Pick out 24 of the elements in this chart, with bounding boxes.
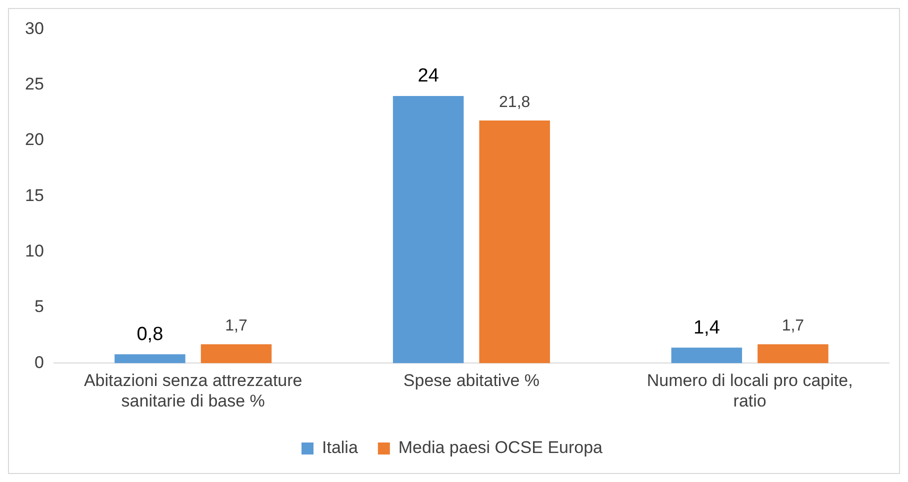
y-tick-label: 15 <box>24 186 44 205</box>
bar <box>758 344 828 364</box>
y-tick-label: 10 <box>24 242 44 261</box>
data-label: 1,7 <box>782 318 804 335</box>
data-label: 0,8 <box>136 324 164 346</box>
y-tick-label: 25 <box>24 74 44 94</box>
bar <box>114 354 186 364</box>
x-tick-label: Abitazioni senza attrezzature sanitarie di base % <box>84 371 302 410</box>
x-tick-label: Spese abitative % <box>403 371 540 390</box>
y-tick-label: 0 <box>34 352 44 372</box>
y-tick-label: 30 <box>24 18 44 38</box>
data-label: 21,8 <box>499 94 530 111</box>
bar <box>200 344 272 364</box>
data-label: 24 <box>418 66 440 87</box>
data-label: 1,4 <box>693 317 720 338</box>
legend-label: Media paesi OCSE Europa <box>398 438 604 458</box>
y-tick-label: 5 <box>34 297 44 316</box>
bar <box>479 120 550 364</box>
y-tick-label: 20 <box>24 130 44 150</box>
legend-label: Italia <box>322 438 358 458</box>
x-tick-label: Numero di locali pro capite, ratio <box>646 371 853 410</box>
bar <box>392 96 464 364</box>
data-label: 1,7 <box>225 318 248 335</box>
bar <box>671 348 742 364</box>
